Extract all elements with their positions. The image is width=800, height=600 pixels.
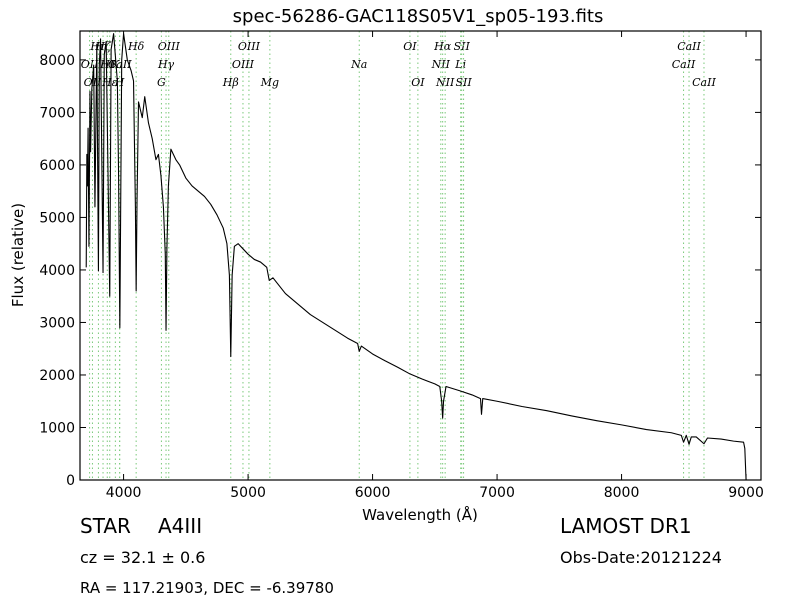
marker-label-22: NII	[435, 76, 455, 89]
marker-label-9: Hδ	[127, 40, 145, 53]
marker-label-7: H	[114, 76, 125, 89]
marker-label-27: CaII	[677, 40, 701, 53]
y-axis-label: Flux (relative)	[9, 203, 27, 307]
spectrum-series	[85, 33, 747, 481]
x-tick-label-8000: 8000	[604, 485, 640, 501]
chart-title: spec-56286-GAC118S05V1_sp05-193.fits	[233, 6, 604, 27]
y-tick-label-1000: 1000	[39, 420, 75, 436]
marker-label-13: Hβ	[222, 76, 239, 89]
marker-label-11: Hγ	[157, 58, 175, 71]
axis-ticks: 4000 5000 6000 7000 8000 9000 0 1000 2000 3000 400…	[39, 31, 764, 501]
marker-label-20: NII	[431, 58, 451, 71]
marker-label-8: CaII	[108, 58, 132, 71]
observation-date: Obs-Date:20121224	[560, 548, 722, 567]
marker-label-14: OIII	[232, 58, 255, 71]
marker-label-6: K	[110, 58, 120, 71]
y-tick-label-7000: 7000	[39, 105, 75, 121]
y-tick-label-3000: 3000	[39, 315, 75, 331]
marker-label-25: SII	[455, 76, 472, 89]
spectral-line-markers: OIIOIIHηHζHIHεKHCaIIHδGHγOIIIHβOIIIOIIIM…	[81, 31, 716, 480]
marker-label-23: Li	[454, 58, 466, 71]
y-tick-label-5000: 5000	[39, 210, 75, 226]
marker-label-2: Hη	[89, 40, 107, 53]
y-tick-label-0: 0	[66, 473, 75, 489]
marker-label-16: Mg	[260, 76, 279, 89]
marker-label-0: OII	[81, 58, 99, 71]
x-tick-label-4000: 4000	[106, 485, 142, 501]
survey-name: LAMOST DR1	[560, 514, 692, 538]
marker-label-15: OIII	[238, 40, 261, 53]
marker-label-28: CaII	[692, 76, 716, 89]
marker-label-12: OIII	[158, 40, 181, 53]
y-tick-label-4000: 4000	[39, 263, 75, 279]
x-tick-label-7000: 7000	[479, 485, 515, 501]
y-tick-label-8000: 8000	[39, 53, 75, 69]
x-tick-label-6000: 6000	[355, 485, 391, 501]
marker-label-17: Na	[350, 58, 367, 71]
marker-label-18: OI	[403, 40, 417, 53]
spectrum-line-0	[85, 33, 747, 481]
marker-label-10: G	[157, 76, 166, 89]
marker-label-24: SII	[454, 40, 471, 53]
object-subclass: A4III	[158, 514, 203, 538]
y-tick-label-2000: 2000	[39, 368, 75, 384]
marker-label-26: CaII	[672, 58, 696, 71]
x-tick-label-9000: 9000	[728, 485, 764, 501]
redshift-cz: cz = 32.1 ± 0.6	[80, 548, 206, 567]
y-tick-label-6000: 6000	[39, 158, 75, 174]
ra-dec-coordinates: RA = 117.21903, DEC = -6.39780	[80, 579, 334, 597]
x-tick-label-5000: 5000	[230, 485, 266, 501]
object-type: STAR	[80, 514, 131, 538]
plot-frame	[79, 30, 762, 481]
marker-label-19: OI	[411, 76, 425, 89]
marker-label-21: Hα	[433, 40, 452, 53]
marker-label-5: Hε	[101, 76, 118, 89]
x-axis-label: Wavelength (Å)	[362, 505, 478, 524]
